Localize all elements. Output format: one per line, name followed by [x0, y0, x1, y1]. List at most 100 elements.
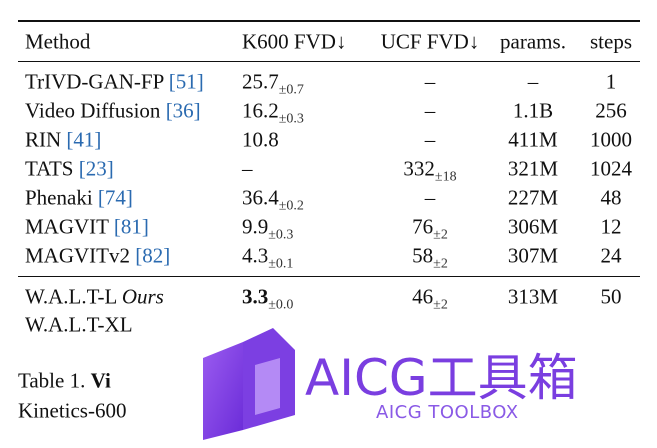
cell-value: 306M [507, 214, 559, 239]
header-cell: params. [500, 29, 566, 54]
caption-line1: Table 1. Vi [18, 368, 111, 393]
method-name: MAGVITv2 [25, 243, 130, 268]
value-cell: 1024 [590, 156, 632, 181]
cell-value: – [242, 156, 253, 181]
value-cell: 313M [507, 284, 559, 309]
value-cell: – [527, 69, 539, 94]
method-name: Video Diffusion [25, 98, 161, 123]
cell-value: 332 [403, 156, 435, 181]
value-cell: 48 [600, 185, 622, 210]
cell-value: 313M [507, 284, 559, 309]
header-cell: UCF FVD↓ [380, 29, 480, 54]
cell-value: 9.9 [242, 214, 269, 239]
cell-value: 46 [412, 284, 434, 309]
cell-value: 321M [507, 156, 559, 181]
cell-value: 1024 [590, 156, 632, 181]
value-cell: – [424, 69, 436, 94]
value-cell: 50 [601, 286, 622, 308]
cell-value: 227M [507, 185, 559, 210]
method-cell: W.A.L.T-L Ours [25, 284, 164, 309]
cell-value: – [527, 69, 539, 94]
cell-value: – [424, 69, 436, 94]
citation: [81] [113, 214, 149, 239]
cell-std: ±2 [433, 297, 448, 313]
cell-std: ±0.0 [268, 297, 294, 313]
method-cell: MAGVITv2 [82] [25, 243, 171, 268]
method-cell: TrIVD-GAN-FP [51] [25, 69, 204, 94]
caption-label: Table 1. [18, 368, 86, 393]
value-cell: 256 [595, 100, 627, 122]
header-cell: Method [25, 29, 91, 54]
method-cell: W.A.L.T-XL [25, 312, 133, 337]
value-cell: 12 [600, 214, 622, 239]
value-cell: 1 [605, 69, 617, 94]
value-cell: 227M [507, 185, 559, 210]
value-cell: 46±2 [412, 284, 448, 312]
value-cell: – [424, 185, 436, 210]
cell-value: 58 [412, 243, 434, 268]
method-name: MAGVIT [25, 214, 109, 239]
header-cell: steps [590, 29, 632, 54]
cell-value: – [424, 98, 436, 123]
method-name: TATS [25, 156, 74, 181]
value-cell: 1.1B [512, 98, 554, 123]
cell-value: – [424, 127, 436, 152]
value-cell: 4.3±0.1 [242, 243, 293, 271]
top-rule [18, 20, 640, 22]
value-cell: 58±2 [412, 243, 448, 271]
cell-value: – [424, 185, 436, 210]
method-name: TrIVD-GAN-FP [25, 69, 164, 94]
citation: [74] [97, 185, 133, 210]
value-cell: 10.8 [242, 127, 279, 152]
cell-std: ±0.2 [278, 198, 304, 214]
method-name: Phenaki [25, 185, 93, 210]
method-name: W.A.L.T-L [25, 284, 117, 309]
cell-value: 76 [412, 214, 434, 239]
header-rule [18, 61, 640, 62]
cell-value: 411M [508, 127, 558, 152]
cell-std: ±2 [433, 227, 448, 243]
value-cell: 24 [600, 243, 622, 268]
cell-value: 1.1B [512, 98, 554, 123]
cell-std: ±0.3 [278, 111, 304, 127]
method-cell: TATS [23] [25, 156, 114, 181]
method-name: RIN [25, 127, 62, 152]
value-cell: 25.7±0.7 [242, 69, 304, 97]
cell-value: 1000 [590, 127, 632, 152]
cell-value: 48 [600, 185, 622, 210]
citation: [23] [78, 156, 114, 181]
watermark-subtitle: AICG TOOLBOX [376, 402, 519, 423]
cell-value: 307M [507, 243, 559, 268]
value-cell: 411M [508, 127, 558, 152]
cell-std: ±2 [433, 256, 448, 272]
cell-value: 25.7 [242, 69, 279, 94]
cell-std: ±0.1 [268, 256, 294, 272]
section-rule [18, 276, 640, 277]
cell-std: ±0.7 [278, 82, 304, 98]
cell-value: 24 [600, 243, 622, 268]
cell-value: 4.3 [242, 243, 269, 268]
cell-value: 10.8 [242, 127, 279, 152]
value-cell: 1000 [590, 127, 632, 152]
method-cell: RIN [41] [25, 127, 101, 152]
method-cell: Video Diffusion [36] [25, 98, 201, 123]
value-cell: – [242, 156, 253, 181]
caption-line2: Kinetics-600 [18, 398, 127, 423]
watermark-logo [203, 328, 295, 440]
value-cell: 9.9±0.3 [242, 214, 293, 242]
value-cell: – [424, 98, 436, 123]
cell-value: 1 [605, 69, 617, 94]
value-cell: – [424, 127, 436, 152]
value-cell: 3.3±0.0 [242, 286, 293, 312]
cell-value: 16.2 [242, 98, 279, 123]
header-cell: K600 FVD↓ [242, 29, 347, 54]
method-name: W.A.L.T-XL [25, 312, 133, 337]
value-cell: 76±2 [412, 214, 448, 242]
citation: [82] [135, 243, 171, 268]
method-cell: Phenaki [74] [25, 185, 133, 210]
value-cell: 332±18 [403, 156, 456, 184]
citation: [51] [168, 69, 204, 94]
watermark-title: AICG工具箱 [305, 349, 578, 407]
cell-value: 12 [600, 214, 622, 239]
